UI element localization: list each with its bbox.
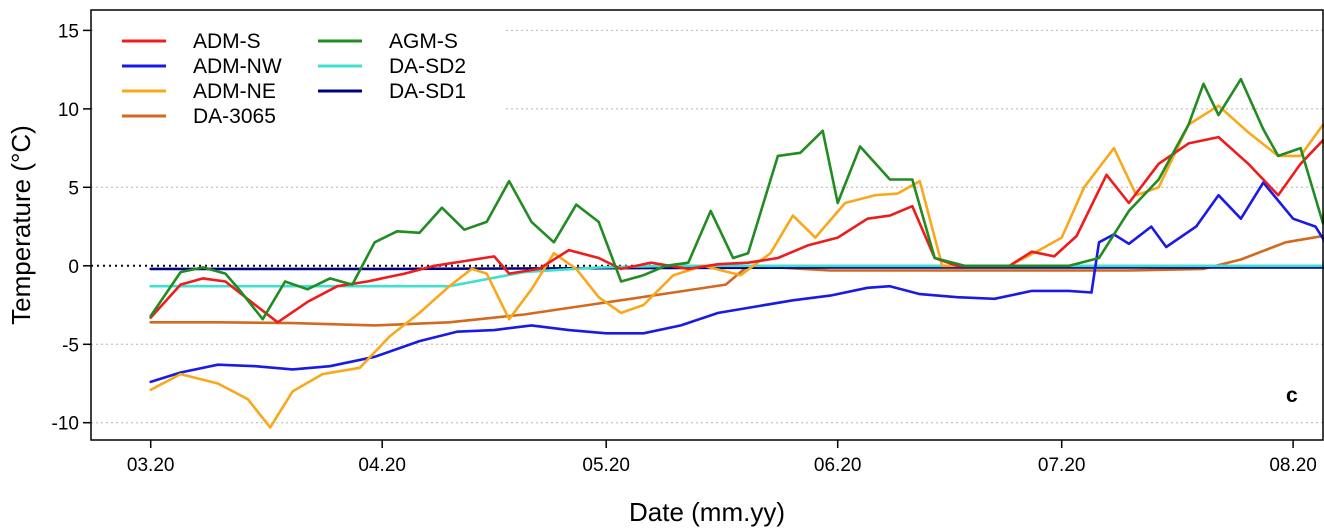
y-tick-label: 15 bbox=[58, 21, 79, 42]
y-tick-label: -10 bbox=[52, 414, 79, 435]
series-line-adm-nw bbox=[149, 181, 1324, 384]
y-tick-label: -5 bbox=[62, 335, 79, 356]
y-tick-label: 10 bbox=[58, 100, 79, 121]
legend-label: ADM-NW bbox=[193, 55, 282, 78]
y-axis: -10 -5 0 5 10 15 bbox=[52, 21, 91, 435]
legend-label: ADM-S bbox=[193, 30, 261, 53]
series-line-adm-s bbox=[149, 135, 1324, 324]
y-tick-label: 0 bbox=[68, 257, 79, 278]
x-tick-label: 03.20 bbox=[127, 455, 175, 476]
plot-frame bbox=[90, 9, 1324, 441]
x-tick-label: 08.20 bbox=[1269, 455, 1317, 476]
series-line-agm-s bbox=[149, 77, 1324, 321]
x-axis-title: Date (mm.yy) bbox=[629, 497, 785, 527]
legend-label: DA-3065 bbox=[193, 105, 276, 128]
legend-label: ADM-NE bbox=[193, 80, 276, 103]
series-line-da-sd2 bbox=[149, 260, 1324, 288]
legend-background bbox=[93, 12, 505, 148]
panel-label: c bbox=[1286, 384, 1298, 407]
legend-label: DA-SD2 bbox=[389, 55, 466, 78]
legend-label: DA-SD1 bbox=[389, 80, 466, 103]
legend-mask bbox=[93, 12, 505, 148]
x-tick-label: 06.20 bbox=[814, 455, 862, 476]
series-line-da-3065 bbox=[149, 234, 1324, 327]
x-tick-label: 07.20 bbox=[1038, 455, 1086, 476]
x-tick-label: 04.20 bbox=[358, 455, 406, 476]
legend-label: AGM-S bbox=[389, 30, 458, 53]
x-axis: 03.20 04.20 05.20 06.20 07.20 08.20 bbox=[127, 440, 1317, 476]
y-axis-title: Temperature (°C) bbox=[6, 125, 36, 325]
y-tick-label: 5 bbox=[68, 178, 79, 199]
x-tick-label: 05.20 bbox=[582, 455, 630, 476]
series-line-adm-ne bbox=[149, 104, 1324, 429]
